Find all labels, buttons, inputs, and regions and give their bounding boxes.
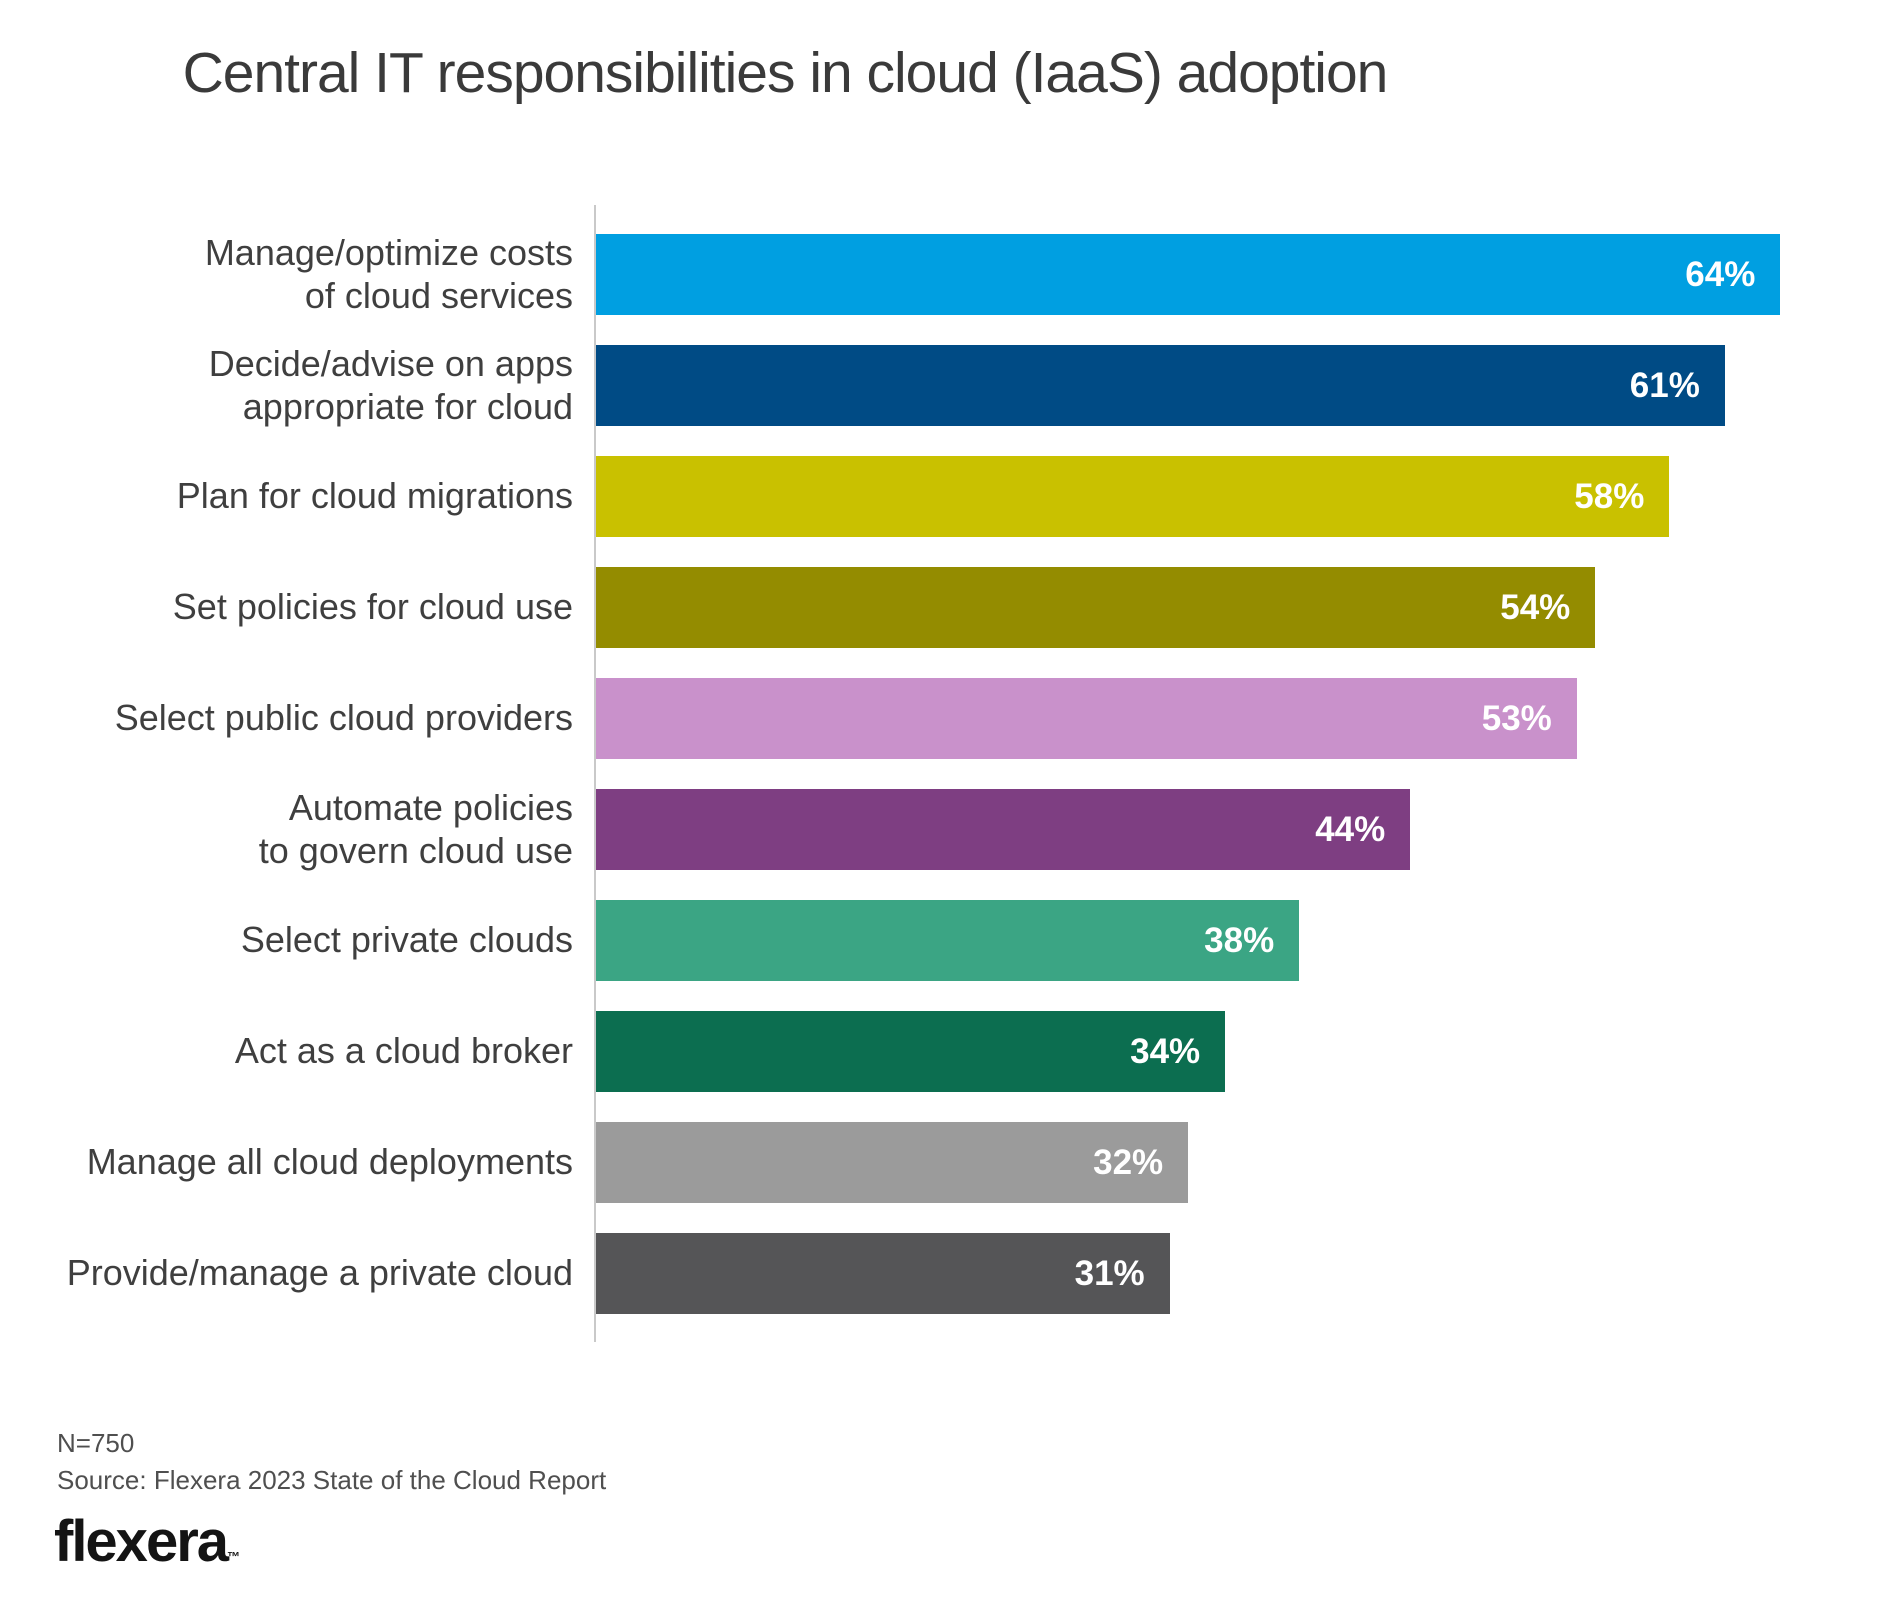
value-label: 38% (1204, 920, 1275, 960)
bar: 34% (596, 1011, 1226, 1092)
y-axis-line (594, 205, 596, 1342)
category-label: Decide/advise on apps appropriate for clo… (208, 343, 573, 427)
trademark-symbol: ™ (227, 1549, 241, 1564)
value-label: 34% (1130, 1031, 1201, 1071)
chart-row: Manage all cloud deployments 32% (0, 1122, 1882, 1203)
bar: 64% (596, 234, 1781, 315)
bar: 38% (596, 900, 1300, 981)
bar: 32% (596, 1122, 1189, 1203)
chart-row: Manage/optimize costs of cloud services 64… (0, 232, 1882, 316)
category-label: Automate policies to govern cloud use (258, 787, 573, 871)
chart-title: Central IT responsibilities in cloud (Ia… (182, 41, 1389, 105)
value-label: 54% (1500, 587, 1571, 627)
value-label: 53% (1481, 698, 1552, 738)
plot-cell: 31% (594, 1233, 1882, 1314)
chart-row: Select public cloud providers 53% (0, 678, 1882, 759)
chart-row: Set policies for cloud use 54% (0, 567, 1882, 648)
bar: 31% (596, 1233, 1170, 1314)
value-label: 32% (1093, 1142, 1164, 1182)
plot-cell: 58% (594, 456, 1882, 537)
bar-chart: Manage/optimize costs of cloud services 64… (0, 232, 1882, 1314)
value-label: 58% (1574, 476, 1645, 516)
category-label: Set policies for cloud use (172, 586, 573, 628)
chart-row: Automate policies to govern cloud use 44% (0, 787, 1882, 871)
category-label: Act as a cloud broker (234, 1030, 573, 1072)
category-label: Plan for cloud migrations (176, 475, 573, 517)
category-label: Manage/optimize costs of cloud services (204, 232, 573, 316)
chart-row: Plan for cloud migrations 58% (0, 456, 1882, 537)
plot-cell: 54% (594, 567, 1882, 648)
category-label: Manage all cloud deployments (86, 1141, 573, 1183)
sample-size-note: N=750 (57, 1428, 135, 1458)
bar: 54% (596, 567, 1596, 648)
plot-cell: 44% (594, 789, 1882, 870)
flexera-logo: flexera™ (54, 1508, 240, 1575)
plot-cell: 34% (594, 1011, 1882, 1092)
plot-cell: 32% (594, 1122, 1882, 1203)
category-label: Select private clouds (240, 919, 573, 961)
plot-cell: 38% (594, 900, 1882, 981)
bar: 58% (596, 456, 1670, 537)
bar: 44% (596, 789, 1411, 870)
plot-cell: 61% (594, 345, 1882, 426)
chart-row: Act as a cloud broker 34% (0, 1011, 1882, 1092)
chart-row: Select private clouds 38% (0, 900, 1882, 981)
category-label: Select public cloud providers (114, 697, 573, 739)
flexera-logo-text: flexera (54, 1509, 229, 1574)
value-label: 44% (1315, 809, 1386, 849)
plot-cell: 64% (594, 234, 1882, 315)
chart-row: Decide/advise on apps appropriate for clo… (0, 343, 1882, 427)
bar: 53% (596, 678, 1577, 759)
source-note: Source: Flexera 2023 State of the Cloud … (57, 1465, 607, 1495)
value-label: 31% (1074, 1253, 1145, 1293)
category-label: Provide/manage a private cloud (66, 1252, 573, 1294)
value-label: 61% (1629, 365, 1700, 405)
chart-row: Provide/manage a private cloud 31% (0, 1233, 1882, 1314)
plot-cell: 53% (594, 678, 1882, 759)
bar: 61% (596, 345, 1725, 426)
value-label: 64% (1685, 254, 1756, 294)
